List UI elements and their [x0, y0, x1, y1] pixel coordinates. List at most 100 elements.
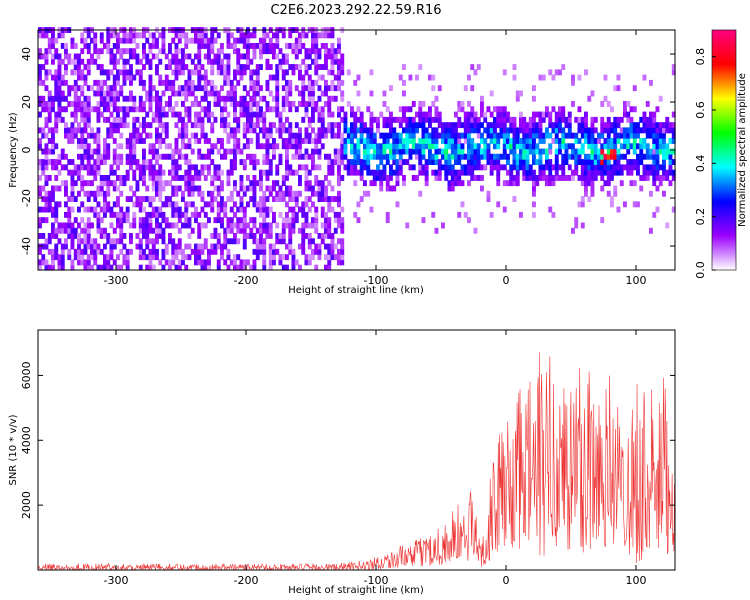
spectrogram-cell	[324, 254, 328, 261]
spectrogram-cell	[47, 116, 52, 123]
spectrogram-cell	[57, 58, 62, 65]
spectrogram-cell	[83, 243, 88, 250]
spectrogram-cell	[288, 227, 293, 234]
spectrogram-cell	[437, 159, 442, 165]
spectrogram-cell	[580, 164, 585, 171]
spectrogram-cell	[200, 106, 205, 113]
spectrogram-cell	[262, 206, 267, 213]
spectrogram-cell	[242, 233, 247, 239]
spectrogram-cell	[161, 185, 166, 192]
spectrogram-cell	[662, 175, 666, 181]
spectrogram-cell	[112, 95, 117, 102]
spectrogram-cell	[538, 148, 543, 155]
spectrogram-cell	[252, 233, 257, 239]
spectrogram-cell	[151, 254, 156, 261]
spectrogram-cell	[41, 169, 46, 176]
spectrogram-cell	[619, 127, 624, 134]
spectrogram-cell	[600, 132, 605, 139]
snr-x-ticks: -300 -200 -100 0 100	[104, 330, 647, 587]
spectrogram-cell	[177, 48, 182, 55]
spectrogram-cell	[249, 153, 254, 160]
spectrogram-cell	[138, 227, 143, 234]
spectrogram-cell	[252, 95, 257, 102]
spectrogram-cell	[148, 143, 153, 150]
spectrogram-cell	[96, 116, 101, 123]
spectrogram-cell	[158, 116, 163, 123]
spectrogram-cell	[470, 143, 475, 150]
spectrogram-cell	[255, 106, 260, 113]
spectrogram-cell	[216, 164, 221, 171]
spectrogram-cell	[457, 138, 462, 144]
spectrogram-cell	[80, 58, 85, 65]
spectrogram-cell	[639, 143, 644, 150]
spectrogram-cell	[262, 222, 267, 229]
spectrogram-cell	[600, 143, 605, 150]
spectrogram-cell	[168, 153, 172, 160]
spectrogram-cell	[369, 138, 374, 144]
spectrogram-cell	[158, 206, 163, 213]
spectrogram-cell	[317, 138, 322, 144]
spectrogram-cell	[447, 169, 452, 176]
spectrogram-cell	[155, 101, 159, 107]
spectrogram-cell	[327, 248, 332, 255]
spectrogram-cell	[112, 211, 117, 218]
spectrogram-cell	[288, 222, 293, 229]
spectrogram-cell	[515, 153, 520, 160]
spectrogram-cell	[184, 206, 189, 213]
spectrogram-cell	[171, 243, 176, 250]
spectrogram-cell	[483, 164, 488, 171]
spectrogram-cell	[473, 159, 478, 165]
spectrogram-cell	[454, 122, 458, 129]
spectrogram-cell	[64, 106, 68, 113]
spectrogram-cell	[51, 185, 55, 192]
spectrogram-cell	[376, 127, 380, 134]
spectrogram-cell	[203, 222, 208, 229]
spectrogram-cell	[210, 69, 215, 76]
spectrogram-cell	[194, 164, 198, 171]
spectrogram-cell	[236, 53, 241, 60]
spectrogram-cell	[223, 238, 228, 245]
spectrogram-cell	[142, 32, 146, 39]
spectrogram-cell	[207, 254, 211, 261]
spectrogram-cell	[155, 211, 159, 218]
spectrogram-cell	[158, 169, 163, 176]
spectrogram-cell	[281, 53, 286, 60]
spectrogram-cell	[554, 69, 559, 76]
spectrogram-cell	[138, 196, 143, 202]
spectrogram-cell	[249, 85, 254, 92]
spectrogram-cell	[252, 43, 257, 49]
spectrogram-cell	[41, 217, 46, 224]
spectrogram-cell	[476, 122, 481, 129]
spectrogram-cell	[376, 164, 380, 171]
spectrogram-cell	[528, 148, 533, 155]
spectrogram-cell	[177, 116, 182, 123]
spectrogram-cell	[119, 175, 124, 181]
spectrogram-cell	[223, 227, 228, 234]
spectrogram-cell	[64, 69, 68, 76]
spectrogram-cell	[151, 248, 156, 255]
spectrogram-cell	[47, 175, 52, 181]
spectrogram-cell	[398, 143, 403, 150]
spectrogram-cell	[441, 164, 445, 171]
spectrogram-cell	[51, 211, 55, 218]
spectrogram-cell	[106, 233, 111, 239]
spectrogram-cell	[470, 122, 475, 129]
spectrogram-cell	[213, 143, 218, 150]
spectrogram-cell	[343, 127, 348, 134]
spectrogram-cell	[70, 127, 75, 134]
spectrogram-cell	[632, 106, 637, 113]
spectrogram-cell	[324, 101, 328, 107]
spectrogram-cell	[213, 164, 218, 171]
spectrogram-cell	[158, 153, 163, 160]
spectrogram-cell	[216, 206, 221, 213]
spectrogram-cell	[197, 175, 202, 181]
spectrogram-cell	[99, 206, 104, 213]
spectrogram-cell	[307, 196, 312, 202]
spectrogram-cell	[236, 58, 241, 65]
spectrogram-cell	[177, 37, 182, 44]
spectrogram-cell	[590, 164, 595, 171]
spectrogram-cell	[190, 185, 195, 192]
spectrogram-cell	[96, 217, 101, 224]
spectrogram-cell	[548, 180, 553, 187]
spectrogram-cell	[385, 153, 390, 160]
